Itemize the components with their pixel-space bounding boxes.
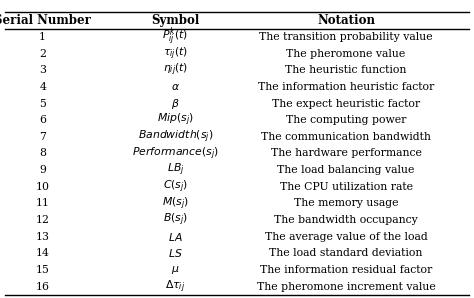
Text: 2: 2 [39, 49, 46, 58]
Text: $\mu$: $\mu$ [171, 264, 180, 276]
Text: 14: 14 [36, 249, 50, 258]
Text: 7: 7 [39, 132, 46, 142]
Text: $\Delta\tau_{ij}$: $\Delta\tau_{ij}$ [165, 279, 185, 295]
Text: 4: 4 [39, 82, 46, 92]
Text: The pheromone increment value: The pheromone increment value [256, 282, 436, 292]
Text: $\mathit{LS}$: $\mathit{LS}$ [168, 247, 182, 259]
Text: 6: 6 [39, 115, 46, 125]
Text: $\mathit{B}(s_j)$: $\mathit{B}(s_j)$ [163, 212, 188, 228]
Text: Notation: Notation [317, 14, 375, 27]
Text: $\eta_{ij}(t)$: $\eta_{ij}(t)$ [163, 62, 188, 78]
Text: The transition probability value: The transition probability value [259, 32, 433, 42]
Text: The average value of the load: The average value of the load [264, 232, 428, 242]
Text: The expect heuristic factor: The expect heuristic factor [272, 99, 420, 108]
Text: $\mathit{Mip}(s_j)$: $\mathit{Mip}(s_j)$ [157, 112, 194, 128]
Text: The communication bandwidth: The communication bandwidth [261, 132, 431, 142]
Text: The CPU utilization rate: The CPU utilization rate [280, 182, 412, 192]
Text: $\mathit{LB}_j$: $\mathit{LB}_j$ [166, 162, 184, 178]
Text: $\beta$: $\beta$ [171, 97, 180, 111]
Text: 10: 10 [36, 182, 50, 192]
Text: The pheromone value: The pheromone value [286, 49, 406, 58]
Text: 8: 8 [39, 148, 46, 159]
Text: $\mathit{Bandwidth}(s_j)$: $\mathit{Bandwidth}(s_j)$ [137, 129, 213, 145]
Text: The bandwidth occupancy: The bandwidth occupancy [274, 215, 418, 225]
Text: $\mathit{LA}$: $\mathit{LA}$ [168, 231, 183, 243]
Text: The load standard deviation: The load standard deviation [269, 249, 423, 258]
Text: The hardware performance: The hardware performance [271, 148, 421, 159]
Text: 15: 15 [36, 265, 50, 275]
Text: The load balancing value: The load balancing value [277, 165, 415, 175]
Text: 1: 1 [39, 32, 46, 42]
Text: $\alpha$: $\alpha$ [171, 82, 180, 92]
Text: $\mathit{C}(s_j)$: $\mathit{C}(s_j)$ [163, 179, 188, 195]
Text: The heuristic function: The heuristic function [285, 65, 407, 75]
Text: 12: 12 [36, 215, 50, 225]
Text: $\mathit{Performance}(s_j)$: $\mathit{Performance}(s_j)$ [132, 145, 219, 162]
Text: The information heuristic factor: The information heuristic factor [258, 82, 434, 92]
Text: 5: 5 [39, 99, 46, 108]
Text: Serial Number: Serial Number [0, 14, 91, 27]
Text: 9: 9 [39, 165, 46, 175]
Text: 3: 3 [39, 65, 46, 75]
Text: 13: 13 [36, 232, 50, 242]
Text: 11: 11 [36, 198, 50, 208]
Text: 16: 16 [36, 282, 50, 292]
Text: Symbol: Symbol [151, 14, 200, 27]
Text: The computing power: The computing power [286, 115, 406, 125]
Text: $P^k_{ij}(t)$: $P^k_{ij}(t)$ [163, 26, 188, 48]
Text: The information residual factor: The information residual factor [260, 265, 432, 275]
Text: $\tau_{ij}(t)$: $\tau_{ij}(t)$ [163, 45, 188, 62]
Text: $\mathit{M}(s_j)$: $\mathit{M}(s_j)$ [162, 195, 189, 212]
Text: The memory usage: The memory usage [294, 198, 398, 208]
